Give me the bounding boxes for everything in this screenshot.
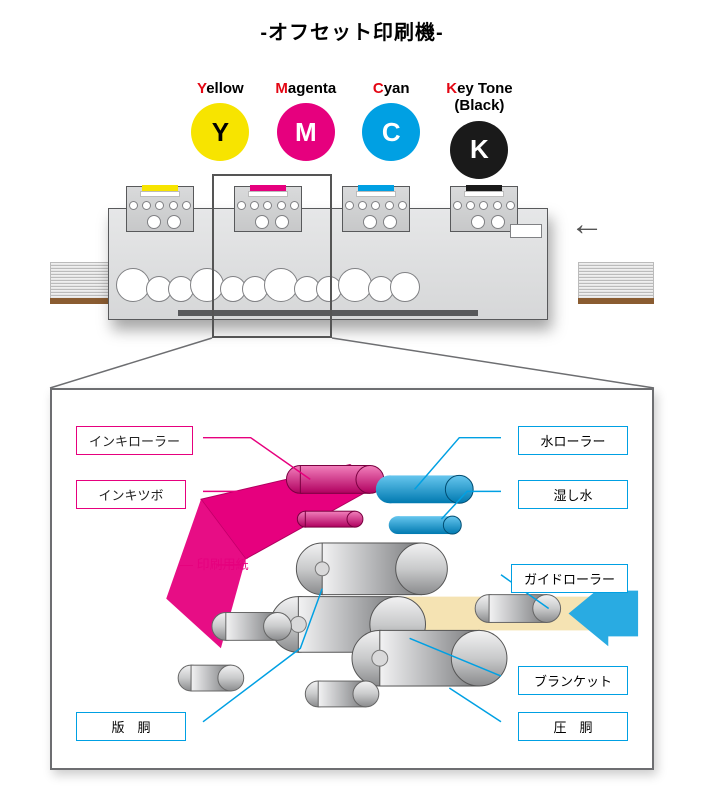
- unit-k: Key Tone(Black) K: [446, 80, 512, 179]
- magenta-unit-detail: インキローラーインキツボ — 印刷用紙 水ローラー湿し水ガイドローラーブランケッ…: [50, 388, 654, 770]
- label-plate-cylinder: 版 胴: [76, 712, 186, 741]
- unit-label: Key Tone(Black): [446, 80, 512, 115]
- ink-bar: [358, 185, 394, 191]
- unit-y: Yellow Y: [191, 80, 249, 179]
- print-tower: [450, 186, 518, 232]
- guide-roller-3: [305, 681, 379, 707]
- paper-feed-arrow-icon: ←: [570, 205, 604, 244]
- ink-circle-icon: K: [450, 121, 508, 179]
- label-paper: — 印刷用紙: [180, 554, 249, 573]
- input-paper-stack: [578, 262, 654, 320]
- magenta-zoom-frame: [212, 174, 332, 338]
- ink-roller-small: [297, 511, 363, 527]
- water-roller-small: [389, 516, 462, 534]
- print-tower: [126, 186, 194, 232]
- page-title: -オフセット印刷機-: [0, 16, 704, 45]
- guide-roller-2: [212, 613, 291, 641]
- label-water_roller: 水ローラー: [518, 426, 628, 455]
- transfer-roller: [116, 268, 150, 302]
- label-guide_roller: ガイドローラー: [511, 564, 628, 593]
- label-ink_roller: インキローラー: [76, 426, 193, 455]
- label-ink_fountain: インキツボ: [76, 480, 186, 509]
- label-dampening: 湿し水: [518, 480, 628, 509]
- ink-bar: [142, 185, 178, 191]
- transfer-roller: [390, 272, 420, 302]
- feed-slot: [510, 224, 542, 238]
- ink-circle-icon: C: [362, 103, 420, 161]
- guide-roller-4: [178, 665, 244, 691]
- transfer-roller: [338, 268, 372, 302]
- unit-m: Magenta M: [275, 80, 336, 179]
- cmyk-unit-row: Yellow Y Magenta M Cyan C Key Tone(Black) K: [0, 80, 704, 179]
- unit-label: Yellow: [197, 80, 244, 97]
- unit-c: Cyan C: [362, 80, 420, 179]
- print-tower: [342, 186, 410, 232]
- ink-rollers-group: [286, 465, 383, 493]
- plate-cylinder: [296, 543, 447, 595]
- label-impression: 圧 胴: [518, 712, 628, 741]
- unit-label: Cyan: [373, 80, 410, 97]
- ink-circle-icon: M: [277, 103, 335, 161]
- label-blanket: ブランケット: [518, 666, 628, 695]
- unit-label: Magenta: [275, 80, 336, 97]
- ink-circle-icon: Y: [191, 103, 249, 161]
- impression-cylinder: [352, 630, 507, 686]
- water-rollers-group: [376, 475, 473, 503]
- ink-bar: [466, 185, 502, 191]
